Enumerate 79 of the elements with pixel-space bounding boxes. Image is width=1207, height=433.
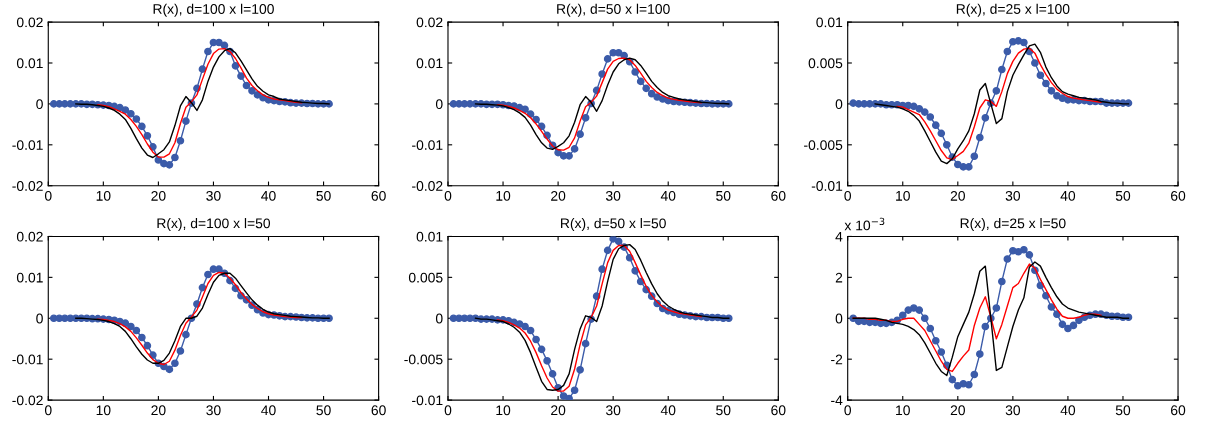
- x-tick-label: 50: [1115, 405, 1131, 416]
- chart-title: R(x), d=50 x l=100: [557, 3, 670, 17]
- y-tick-label: 0.02: [16, 17, 43, 28]
- x-tick-label: 50: [316, 190, 331, 201]
- y-tick-label: 0: [835, 313, 843, 324]
- x-tick-label: 40: [261, 405, 276, 416]
- x-tick-label: 60: [771, 405, 786, 416]
- chart-title: R(x), d=25 x l=100: [956, 3, 1070, 17]
- x-tick-label: 40: [660, 405, 676, 416]
- x-tick-label: 0: [444, 190, 452, 201]
- y-tick-label: 0.02: [416, 17, 443, 28]
- x-tick-label: 50: [716, 190, 731, 201]
- y-tick-label: 0: [36, 313, 43, 324]
- y-tick-label: 0.01: [16, 272, 43, 283]
- x-tick-label: 0: [44, 405, 52, 416]
- y-tick-label: 0.01: [416, 231, 443, 242]
- x-tick-label: 0: [444, 405, 452, 416]
- x-tick-label: 40: [660, 190, 676, 201]
- chart-title: R(x), d=25 x l=50: [960, 218, 1066, 231]
- y-tick-label: 0.01: [416, 58, 443, 69]
- x-tick-label: 50: [1115, 190, 1131, 201]
- chart-title: R(x), d=100 x l=100: [153, 3, 274, 17]
- y-tick-label: 0.005: [408, 272, 443, 283]
- y-tick-label: -0.01: [412, 395, 443, 406]
- x-tick-label: 20: [151, 405, 166, 416]
- y-tick-label: -0.01: [12, 354, 43, 365]
- x-tick-label: 10: [896, 190, 910, 201]
- y-tick-label: -0.005: [404, 354, 443, 365]
- y-tick-label: 0: [435, 313, 443, 324]
- x-tick-label: 30: [605, 405, 621, 416]
- y-tick-label: 0.02: [16, 231, 43, 242]
- x-tick-label: 40: [261, 190, 276, 201]
- x-tick-label: 20: [551, 190, 566, 201]
- y-tick-label: 0: [835, 99, 843, 110]
- x-tick-label: 30: [1005, 405, 1021, 416]
- y-tick-label: -0.01: [12, 140, 43, 150]
- x-tick-label: 40: [1060, 405, 1076, 416]
- x-tick-label: 30: [605, 190, 621, 201]
- y-tick-label: -0.01: [811, 181, 843, 191]
- y-tick-label: 0.01: [16, 58, 43, 69]
- chart-title: R(x), d=50 x l=50: [561, 218, 666, 231]
- x-tick-label: 50: [316, 405, 331, 416]
- y-tick-label: 4: [835, 231, 843, 242]
- y-tick-label: -0.01: [412, 140, 443, 150]
- x-tick-label: 30: [206, 190, 221, 201]
- x-tick-label: 10: [896, 405, 910, 416]
- y-tick-label: 2: [835, 272, 843, 283]
- chart-title: R(x), d=100 x l=50: [157, 218, 271, 231]
- x-tick-label: 0: [44, 190, 52, 201]
- text: x 10$^{−3}$: [844, 217, 885, 231]
- x-tick-label: 0: [844, 405, 852, 416]
- x-tick-label: 60: [1171, 190, 1186, 201]
- y-tick-label: 0: [36, 99, 43, 110]
- x-tick-label: 10: [96, 405, 111, 416]
- x-tick-label: 20: [151, 190, 166, 201]
- y-tick-label: 0.01: [816, 17, 843, 28]
- x-tick-label: 60: [371, 405, 386, 416]
- x-tick-label: 60: [371, 190, 386, 201]
- y-tick-label: -0.005: [804, 140, 843, 150]
- y-tick-label: 0: [435, 99, 443, 110]
- y-tick-label: -0.02: [12, 395, 43, 406]
- y-tick-label: -0.02: [12, 181, 43, 191]
- x-tick-label: 30: [206, 405, 221, 416]
- y-tick-label: -0.02: [412, 181, 443, 191]
- x-tick-label: 50: [716, 405, 731, 416]
- y-tick-label: -2: [831, 354, 843, 365]
- x-tick-label: 10: [496, 405, 511, 416]
- x-tick-label: 10: [496, 190, 511, 201]
- x-tick-label: 0: [844, 190, 852, 201]
- y-tick-label: -4: [831, 395, 843, 406]
- y-tick-label: 0.005: [808, 58, 843, 69]
- x-tick-label: 20: [551, 405, 566, 416]
- x-tick-label: 20: [950, 405, 965, 416]
- x-tick-label: 30: [1005, 190, 1021, 201]
- x-tick-label: 60: [1171, 405, 1186, 416]
- x-tick-label: 60: [771, 190, 786, 201]
- x-tick-label: 40: [1060, 190, 1076, 201]
- x-tick-label: 10: [96, 190, 111, 201]
- x-tick-label: 20: [950, 190, 965, 201]
